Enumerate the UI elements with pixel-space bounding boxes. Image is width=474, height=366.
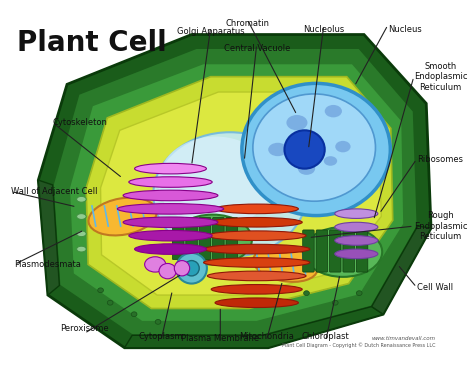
- Ellipse shape: [174, 261, 190, 276]
- Ellipse shape: [215, 204, 298, 214]
- Text: Chloroplast: Chloroplast: [302, 332, 349, 341]
- Ellipse shape: [242, 83, 390, 216]
- Text: Plasma Membrane: Plasma Membrane: [181, 334, 259, 343]
- FancyBboxPatch shape: [329, 230, 341, 272]
- Ellipse shape: [335, 141, 351, 152]
- Ellipse shape: [332, 300, 338, 305]
- Text: Cell Wall: Cell Wall: [417, 283, 453, 292]
- Ellipse shape: [324, 156, 337, 166]
- Ellipse shape: [335, 209, 378, 219]
- Ellipse shape: [159, 264, 176, 279]
- Ellipse shape: [176, 253, 207, 284]
- FancyBboxPatch shape: [213, 217, 224, 259]
- Text: Plant Cell Diagram - Copyright © Dutch Renaissance Press LLC: Plant Cell Diagram - Copyright © Dutch R…: [283, 342, 436, 348]
- Text: Central Vacuole: Central Vacuole: [224, 44, 290, 53]
- Text: Rough
Endoplasmic
Reticulum: Rough Endoplasmic Reticulum: [414, 211, 467, 241]
- Ellipse shape: [153, 132, 307, 257]
- FancyBboxPatch shape: [316, 230, 328, 272]
- Ellipse shape: [131, 312, 137, 317]
- Ellipse shape: [208, 271, 306, 281]
- Ellipse shape: [356, 291, 362, 296]
- Ellipse shape: [203, 258, 310, 267]
- Polygon shape: [372, 226, 431, 314]
- FancyBboxPatch shape: [303, 230, 314, 272]
- Text: Plasmodesmata: Plasmodesmata: [14, 260, 81, 269]
- Text: Chromatin: Chromatin: [225, 19, 269, 28]
- Ellipse shape: [155, 320, 161, 324]
- Ellipse shape: [203, 244, 310, 254]
- Ellipse shape: [77, 214, 86, 219]
- Polygon shape: [38, 34, 431, 348]
- Ellipse shape: [325, 105, 342, 117]
- Ellipse shape: [304, 227, 382, 277]
- Text: Nucleus: Nucleus: [388, 25, 422, 34]
- Ellipse shape: [129, 177, 212, 187]
- Ellipse shape: [77, 231, 86, 237]
- Text: www.timvandevall.com: www.timvandevall.com: [372, 336, 436, 341]
- Ellipse shape: [253, 94, 375, 201]
- Ellipse shape: [123, 190, 218, 201]
- Polygon shape: [69, 63, 404, 322]
- Ellipse shape: [184, 261, 199, 276]
- Ellipse shape: [89, 198, 157, 235]
- Text: Smooth
Endoplasmic
Reticulum: Smooth Endoplasmic Reticulum: [414, 62, 467, 92]
- Ellipse shape: [98, 288, 103, 293]
- Polygon shape: [86, 77, 393, 309]
- Ellipse shape: [118, 203, 224, 214]
- Ellipse shape: [253, 247, 318, 282]
- Ellipse shape: [211, 284, 302, 294]
- Ellipse shape: [304, 291, 310, 296]
- Polygon shape: [53, 48, 418, 335]
- Text: Mitochondria: Mitochondria: [239, 332, 294, 341]
- Text: Cytoplasm: Cytoplasm: [138, 332, 183, 341]
- Polygon shape: [100, 92, 381, 295]
- Polygon shape: [38, 180, 59, 295]
- Text: Plant Cell: Plant Cell: [17, 29, 167, 57]
- FancyBboxPatch shape: [226, 217, 237, 259]
- Text: Wall of Adjacent Cell: Wall of Adjacent Cell: [11, 187, 98, 196]
- FancyBboxPatch shape: [343, 230, 355, 272]
- Text: Cytoskeleton: Cytoskeleton: [53, 118, 108, 127]
- Ellipse shape: [173, 214, 252, 264]
- FancyBboxPatch shape: [173, 217, 184, 259]
- Ellipse shape: [77, 197, 86, 202]
- Ellipse shape: [208, 231, 306, 240]
- Ellipse shape: [284, 130, 325, 169]
- Polygon shape: [125, 307, 383, 348]
- Text: Peroxisome: Peroxisome: [60, 324, 109, 333]
- Ellipse shape: [107, 300, 113, 305]
- Ellipse shape: [158, 137, 273, 228]
- Ellipse shape: [77, 246, 86, 252]
- Ellipse shape: [211, 217, 302, 227]
- FancyBboxPatch shape: [186, 217, 197, 259]
- Ellipse shape: [335, 236, 378, 245]
- Ellipse shape: [298, 163, 315, 175]
- Ellipse shape: [135, 244, 206, 254]
- Text: Golgi Apparatus: Golgi Apparatus: [177, 27, 245, 36]
- Text: Nucleolus: Nucleolus: [303, 25, 345, 34]
- Ellipse shape: [129, 231, 212, 241]
- FancyBboxPatch shape: [356, 230, 368, 272]
- Ellipse shape: [335, 249, 378, 259]
- Ellipse shape: [286, 115, 308, 130]
- Ellipse shape: [123, 217, 218, 228]
- Ellipse shape: [335, 222, 378, 232]
- Ellipse shape: [145, 257, 166, 272]
- FancyBboxPatch shape: [199, 217, 211, 259]
- Ellipse shape: [268, 143, 287, 156]
- Text: Ribosomes: Ribosomes: [417, 154, 463, 164]
- Ellipse shape: [135, 163, 206, 174]
- Ellipse shape: [215, 298, 298, 307]
